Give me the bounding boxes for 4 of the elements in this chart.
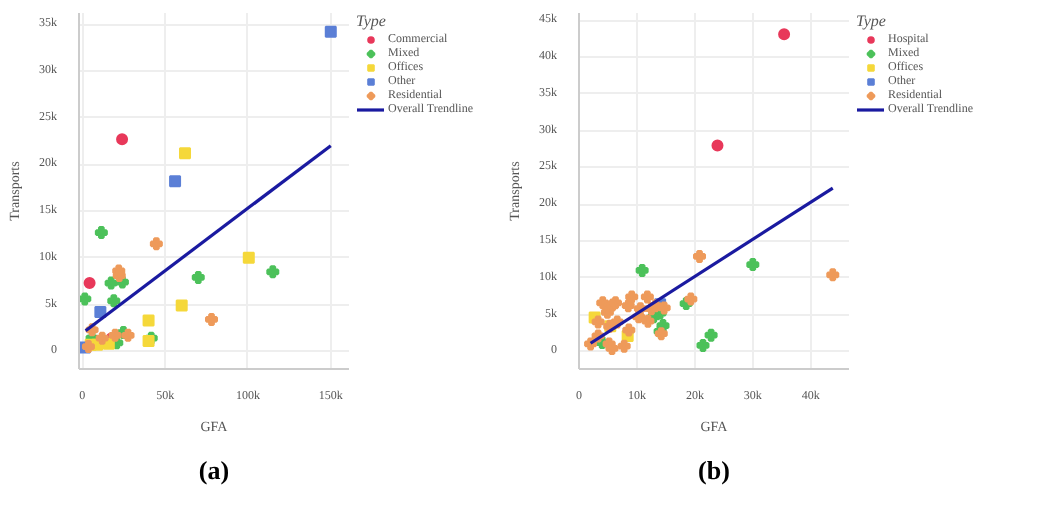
legend-title: Type <box>856 12 888 30</box>
text: (b) <box>698 455 730 485</box>
text: (a) <box>198 455 230 485</box>
legend-title: Type <box>356 12 388 30</box>
